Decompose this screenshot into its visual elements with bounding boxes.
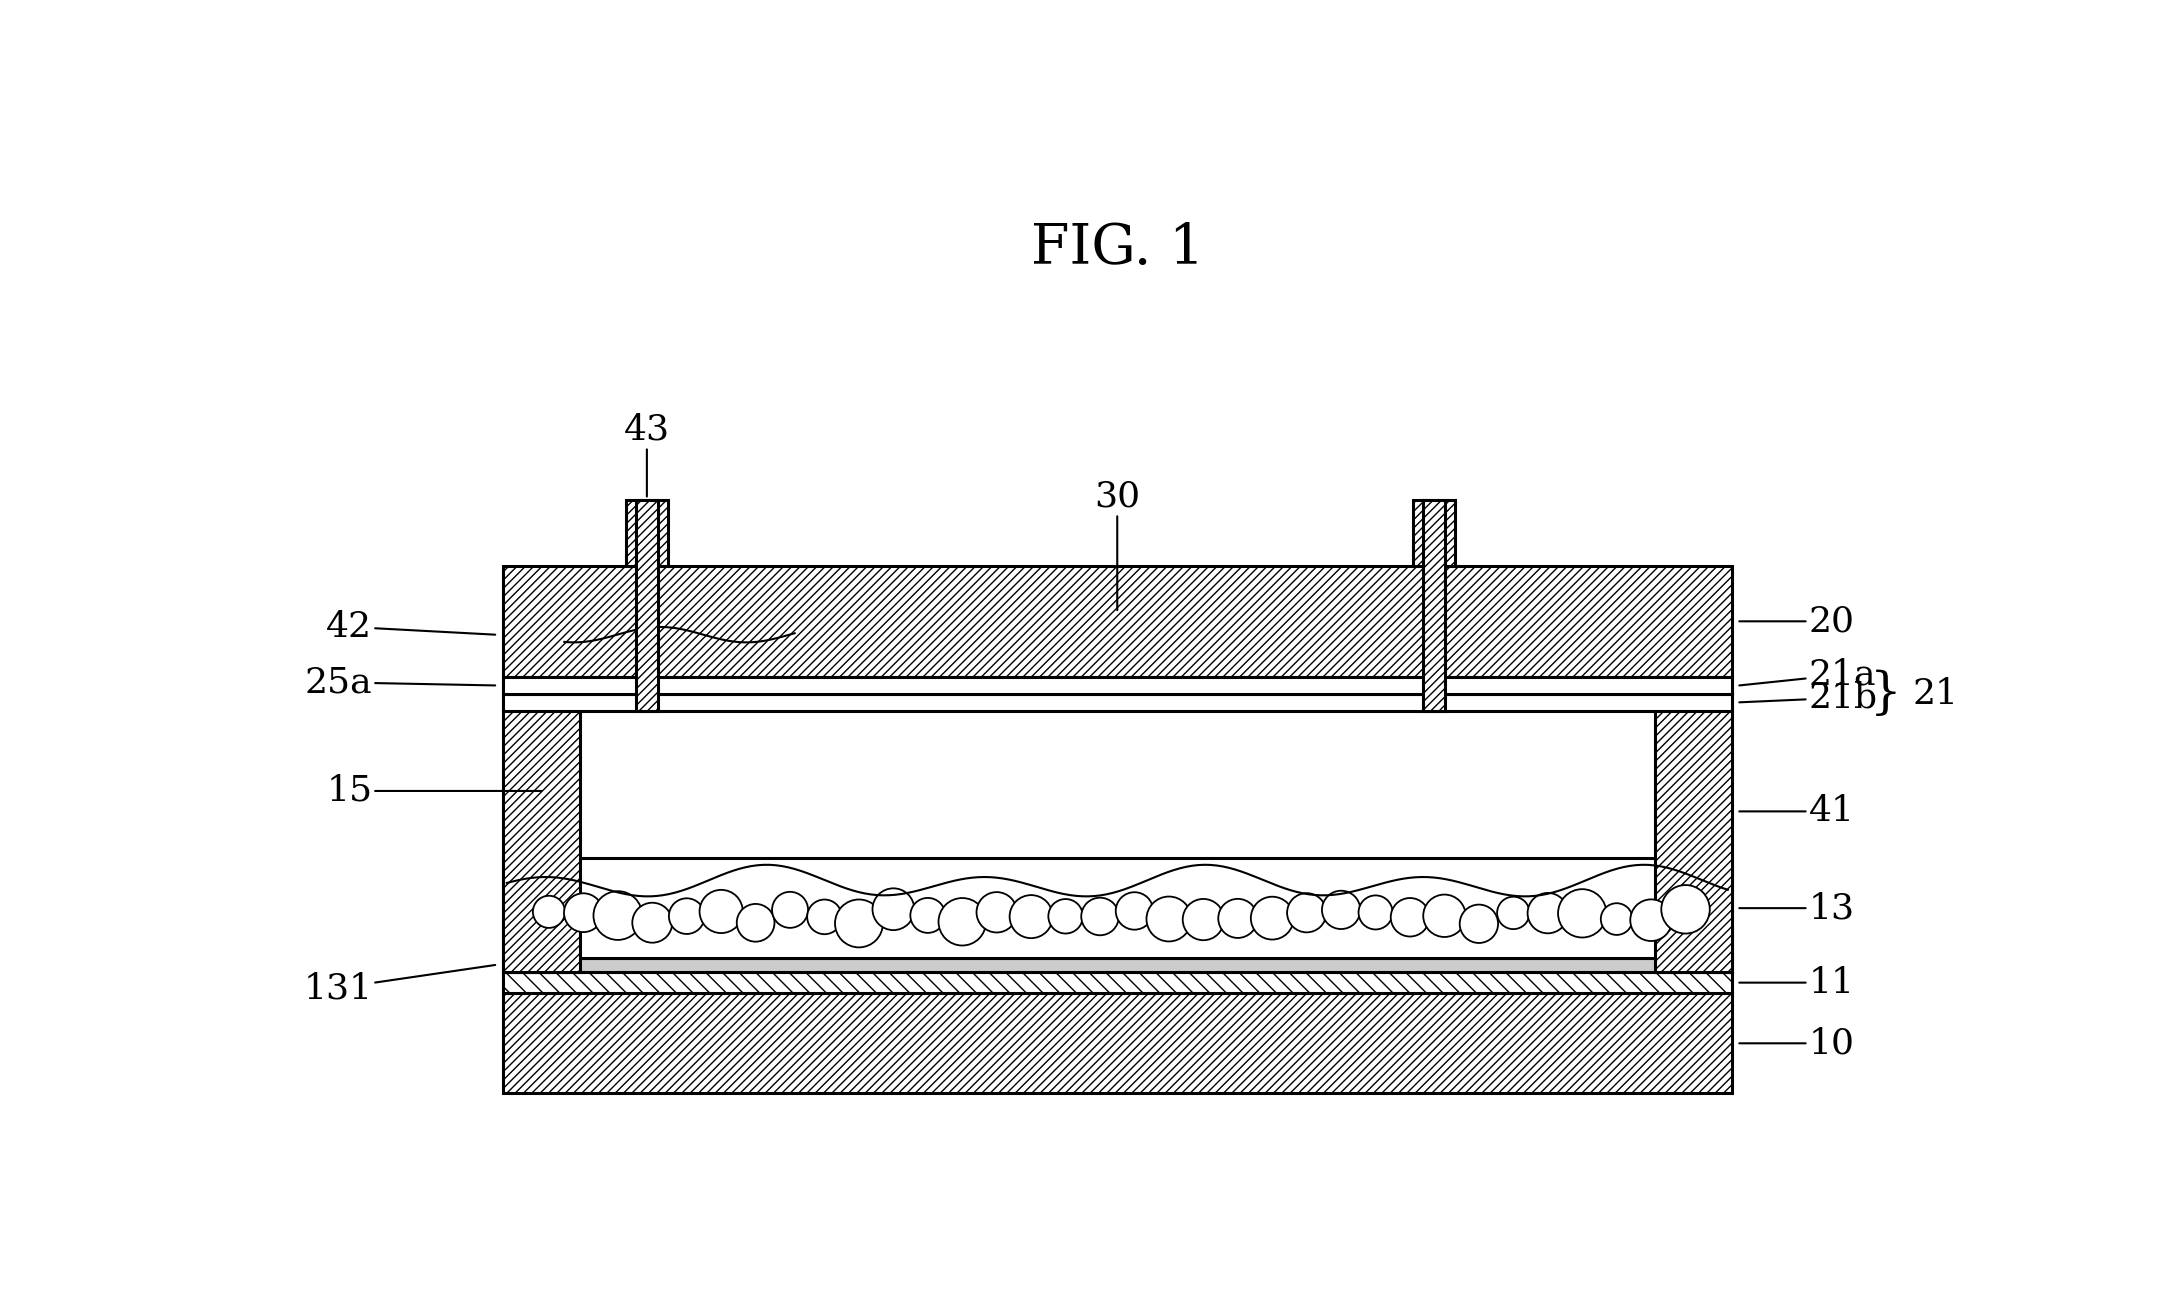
Text: 13: 13 (1740, 892, 1855, 925)
Bar (504, 678, 1731, 694)
Circle shape (1559, 889, 1607, 937)
Bar (504, 694, 1731, 711)
Bar (1655, 680, 1731, 972)
Circle shape (1251, 897, 1293, 940)
Circle shape (772, 892, 809, 928)
Bar (504, 566, 1731, 678)
Text: 25a: 25a (305, 666, 495, 700)
Circle shape (1184, 900, 1223, 940)
Circle shape (565, 893, 604, 932)
Circle shape (1009, 896, 1053, 938)
Circle shape (1424, 894, 1465, 937)
Bar (504, 958, 1731, 972)
Circle shape (737, 903, 774, 941)
Text: 42: 42 (327, 610, 495, 644)
Circle shape (872, 888, 913, 931)
Circle shape (1081, 898, 1118, 936)
Circle shape (1461, 905, 1498, 942)
Circle shape (669, 898, 704, 935)
Text: 21: 21 (1912, 676, 1958, 711)
Text: 20: 20 (1740, 605, 1855, 639)
Text: 21b: 21b (1740, 680, 1877, 715)
Circle shape (807, 900, 841, 935)
Circle shape (1631, 900, 1672, 941)
Bar (1413, 500, 1456, 566)
Text: FIG. 1: FIG. 1 (1031, 221, 1203, 276)
Circle shape (1391, 898, 1430, 937)
Circle shape (532, 896, 565, 928)
Circle shape (1321, 890, 1360, 929)
Text: 43: 43 (623, 413, 669, 497)
Text: 11: 11 (1740, 966, 1855, 999)
Text: 41: 41 (1740, 794, 1855, 828)
Text: 10: 10 (1740, 1027, 1855, 1060)
Circle shape (1358, 896, 1393, 929)
Circle shape (1498, 897, 1530, 929)
Bar (504, 680, 580, 972)
Bar (1424, 500, 1445, 711)
Bar (504, 858, 1731, 958)
Text: 15: 15 (327, 774, 541, 807)
Circle shape (835, 900, 883, 948)
Text: 21a: 21a (1740, 658, 1877, 692)
Circle shape (1049, 900, 1083, 933)
Circle shape (593, 892, 643, 940)
Circle shape (700, 890, 743, 933)
Circle shape (940, 898, 985, 945)
Circle shape (911, 898, 946, 933)
Circle shape (632, 902, 671, 942)
Circle shape (1147, 897, 1190, 941)
Bar (504, 972, 1731, 993)
Circle shape (1661, 885, 1709, 933)
Bar (626, 500, 667, 566)
Circle shape (1286, 893, 1325, 932)
Circle shape (1116, 892, 1153, 929)
Text: 131: 131 (303, 964, 495, 1005)
Bar (504, 993, 1731, 1093)
Circle shape (1600, 903, 1633, 935)
Bar (637, 500, 658, 711)
Text: }: } (1870, 670, 1901, 719)
Text: 30: 30 (1094, 479, 1140, 610)
Circle shape (1528, 893, 1567, 933)
Circle shape (1219, 898, 1258, 938)
Circle shape (977, 892, 1016, 932)
